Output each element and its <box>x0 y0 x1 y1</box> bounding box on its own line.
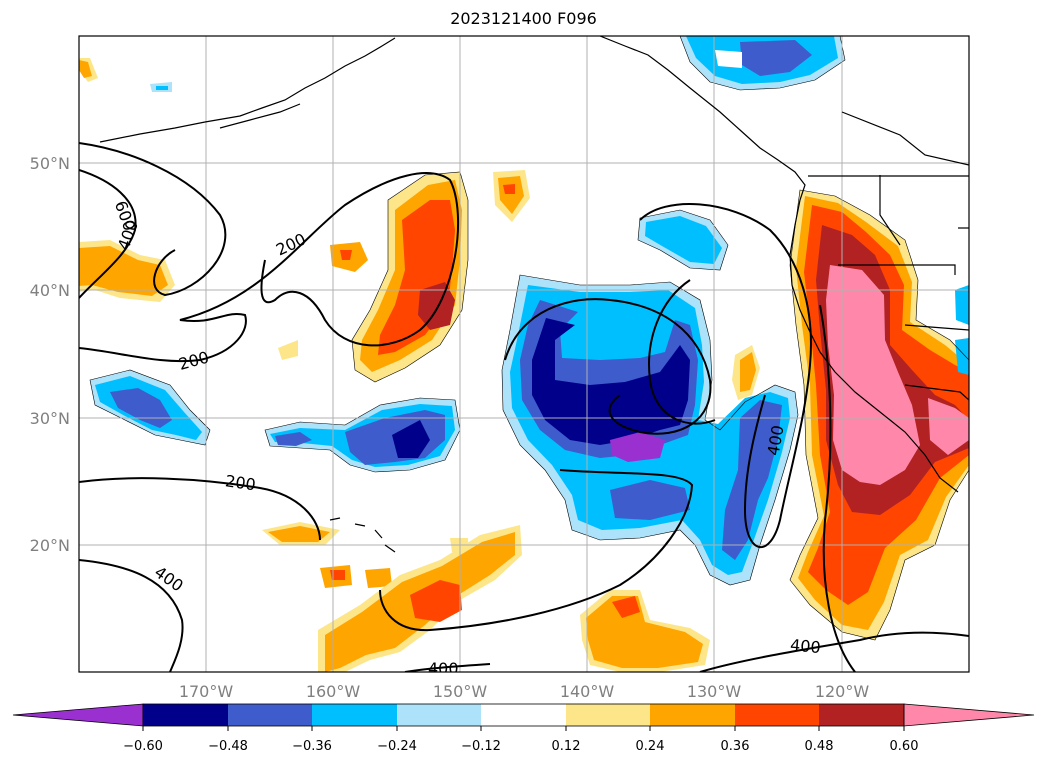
map-frame <box>78 35 970 673</box>
colorbar-tick-label: 0.12 <box>552 739 581 754</box>
colorbar-segment <box>143 704 228 726</box>
latitude-labels: 50°N 40°N 30°N 20°N <box>30 154 70 555</box>
lat-label: 50°N <box>30 154 70 173</box>
lat-label: 40°N <box>30 281 70 300</box>
colorbar-ticks <box>142 726 905 731</box>
colorbar-segment <box>819 704 904 726</box>
colorbar-segment <box>228 704 312 726</box>
colorbar-extend-low <box>12 703 144 727</box>
anomaly-west-cold <box>90 82 460 472</box>
anomaly-ne-cold <box>638 210 728 270</box>
lon-label: 150°W <box>433 682 488 701</box>
anomaly-south-warm <box>262 345 760 672</box>
colorbar-segment <box>566 704 650 726</box>
colorbar-segment <box>735 704 819 726</box>
colorbar-tick-label: −0.60 <box>123 739 163 754</box>
colorbar-extend-high <box>903 703 1035 727</box>
map-title: 2023121400 F096 <box>450 9 597 28</box>
colorbar-tick-label: −0.48 <box>208 739 248 754</box>
lon-label: 120°W <box>815 682 870 701</box>
lon-label: 140°W <box>560 682 615 701</box>
colorbar-tick-label: −0.24 <box>377 739 417 754</box>
colorbar-outline <box>142 703 905 727</box>
lon-label: 170°W <box>179 682 234 701</box>
colorbar-segment <box>481 704 566 726</box>
colorbar: −0.60 −0.48 −0.36 −0.24 −0.12 0.12 0.24 … <box>12 703 1035 754</box>
anomaly-west-coast-warm <box>790 190 969 640</box>
colorbar-segment <box>312 704 397 726</box>
lon-label: 130°W <box>687 682 742 701</box>
colorbar-tick-label: −0.36 <box>292 739 332 754</box>
anomaly-north-cold <box>680 36 845 90</box>
colorbar-tick-label: 0.60 <box>890 739 919 754</box>
colorbar-tick-label: 0.24 <box>636 739 665 754</box>
anomaly-east-cold-edge <box>955 285 969 375</box>
height-contours <box>79 142 969 672</box>
map-area: 600 400 200 200 200 400 400 400 400 <box>79 36 969 678</box>
colorbar-segment <box>397 704 481 726</box>
colorbar-segment <box>650 704 735 726</box>
contour-label: 400 <box>428 659 459 678</box>
anomaly-mid-warm <box>278 170 530 382</box>
longitude-labels: 170°W 160°W 150°W 140°W 130°W 120°W <box>179 682 870 701</box>
colorbar-tick-label: −0.12 <box>461 739 501 754</box>
map-gridlines <box>79 36 969 672</box>
contour-label: 400 <box>789 635 821 657</box>
colorbar-tick-label: 0.36 <box>721 739 750 754</box>
coastlines <box>99 36 969 553</box>
contour-label: 200 <box>224 471 257 494</box>
anomaly-west-warm <box>79 58 175 302</box>
lon-label: 160°W <box>306 682 361 701</box>
lat-label: 20°N <box>30 536 70 555</box>
colorbar-tick-label: 0.48 <box>805 739 834 754</box>
colorbar-tick-labels: −0.60 −0.48 −0.36 −0.24 −0.12 0.12 0.24 … <box>123 739 918 754</box>
lat-label: 30°N <box>30 409 70 428</box>
